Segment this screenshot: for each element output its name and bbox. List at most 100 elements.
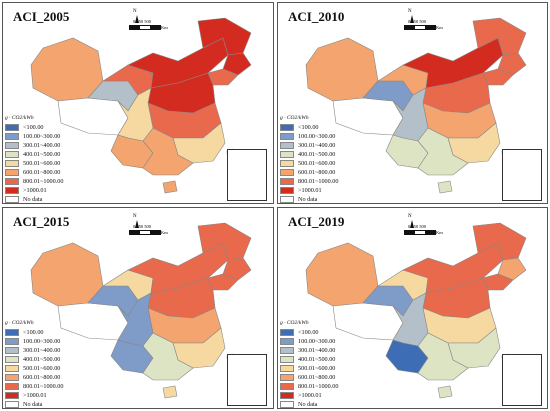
scale-unit: Km: [161, 25, 168, 30]
scale-unit: Km: [436, 25, 443, 30]
legend-label: <100.00: [298, 124, 319, 131]
legend-unit: g · CO2/kWh: [5, 115, 34, 121]
map-panel-2010: ACI_2010 N 0 250 500 Km g · CO2/kWh <100…: [277, 2, 548, 204]
south-china-sea-inset: [502, 354, 542, 406]
legend-item: 500.01~600.00: [280, 364, 368, 373]
legend-label: >1000.01: [298, 392, 322, 399]
legend-swatch: [280, 142, 294, 149]
legend-item: >1000.01: [5, 391, 93, 400]
legend-label: No data: [23, 196, 43, 203]
north-arrow-icon: [410, 15, 414, 23]
legend-swatch: [280, 338, 294, 345]
china-map: [30, 222, 252, 399]
legend-item: <100.00: [280, 123, 368, 132]
legend-item: 100.00~300.00: [280, 132, 368, 141]
scale-text: 0 250 500: [133, 19, 151, 24]
legend-swatch: [280, 383, 294, 390]
north-arrow-icon: [135, 15, 139, 23]
region-south: [142, 127, 194, 176]
legend-item: 500.01~600.00: [5, 159, 93, 168]
panel-title: ACI_2019: [288, 214, 345, 229]
legend: g · CO2/kWh <100.00 100.00~300.00 300.01~4…: [5, 115, 93, 204]
legend-swatch: [280, 169, 294, 176]
legend-swatch: [5, 124, 19, 131]
legend-item: 400.01~500.00: [280, 355, 368, 364]
legend-swatch: [280, 401, 294, 408]
region-south: [142, 332, 194, 381]
legend-item: 600.01~800.00: [280, 168, 368, 177]
legend-swatch: [5, 178, 19, 185]
legend-swatch: [5, 329, 19, 336]
legend-label: 100.00~300.00: [298, 133, 336, 140]
north-arrow-icon: [410, 220, 414, 228]
legend-label: 400.01~500.00: [23, 151, 61, 158]
legend-item: 300.01~400.00: [280, 141, 368, 150]
legend-swatch: [5, 374, 19, 381]
legend-label: 500.01~600.00: [298, 160, 336, 167]
legend-swatch: [280, 178, 294, 185]
legend-swatch: [5, 151, 19, 158]
legend-label: <100.00: [298, 329, 319, 336]
legend-label: 400.01~500.00: [298, 356, 336, 363]
legend-label: No data: [298, 196, 318, 203]
legend-label: 600.01~800.00: [298, 169, 336, 176]
china-map: [305, 17, 527, 194]
legend-unit: g · CO2/kWh: [280, 115, 309, 121]
panel-title: ACI_2010: [288, 9, 345, 24]
legend: g · CO2/kWh <100.00 100.00~300.00 300.01~4…: [280, 115, 368, 204]
legend-label: <100.00: [23, 329, 44, 336]
compass-scale: N 0 250 500 Km: [129, 214, 169, 238]
south-china-sea-inset: [502, 149, 542, 201]
legend-swatch: [5, 356, 19, 363]
legend-item: No data: [5, 195, 93, 204]
legend-unit: g · CO2/kWh: [280, 320, 309, 326]
compass-scale: N 0 250 500 Km: [129, 9, 169, 33]
region-jilin: [497, 257, 527, 281]
scale-text: 0 250 500: [133, 224, 151, 229]
legend-swatch: [5, 133, 19, 140]
legend-item: 500.01~600.00: [280, 159, 368, 168]
legend-item: 600.01~800.00: [5, 373, 93, 382]
legend-swatch: [280, 133, 294, 140]
legend-label: 800.01~1000.00: [23, 383, 64, 390]
legend-label: 300.01~400.00: [23, 142, 61, 149]
scale-bar: [404, 25, 436, 30]
legend-item: 100.00~300.00: [5, 337, 93, 346]
legend-swatch: [5, 392, 19, 399]
legend-item: 600.01~800.00: [5, 168, 93, 177]
region-xinjiang: [305, 242, 379, 307]
legend-swatch: [5, 383, 19, 390]
legend-swatch: [280, 374, 294, 381]
legend-label: 100.00~300.00: [23, 133, 61, 140]
legend-item: 300.01~400.00: [280, 346, 368, 355]
legend-unit: g · CO2/kWh: [5, 320, 34, 326]
legend-item: >1000.01: [280, 186, 368, 195]
map-panel-2005: ACI_2005 N 0 250 500 Km g · CO2/kWh <100…: [2, 2, 274, 204]
legend-item: <100.00: [5, 123, 93, 132]
scale-bar: [129, 230, 161, 235]
legend-label: 800.01~1000.00: [298, 383, 339, 390]
compass-scale: N 0 250 500 Km: [404, 214, 444, 238]
scale-text: 0 250 500: [408, 19, 426, 24]
legend-swatch: [280, 356, 294, 363]
legend-item: 600.01~800.00: [280, 373, 368, 382]
scale-bar: [129, 25, 161, 30]
legend-swatch: [280, 196, 294, 203]
legend-swatch: [5, 169, 19, 176]
legend-swatch: [5, 160, 19, 167]
legend-item: No data: [5, 400, 93, 409]
legend-label: 400.01~500.00: [23, 356, 61, 363]
map-panel-2019: ACI_2019 N 0 250 500 Km g · CO2/kWh <100…: [277, 207, 548, 409]
region-hainan: [162, 180, 178, 194]
north-arrow-label: N: [133, 9, 137, 14]
legend-label: 300.01~400.00: [298, 142, 336, 149]
legend-item: No data: [280, 400, 368, 409]
north-arrow-label: N: [408, 9, 412, 14]
legend-swatch: [5, 196, 19, 203]
scale-bar: [404, 230, 436, 235]
region-hainan: [437, 180, 453, 194]
scale-text: 0 250 500: [408, 224, 426, 229]
legend-label: >1000.01: [23, 392, 47, 399]
legend-item: 100.00~300.00: [5, 132, 93, 141]
legend-label: No data: [23, 401, 43, 408]
